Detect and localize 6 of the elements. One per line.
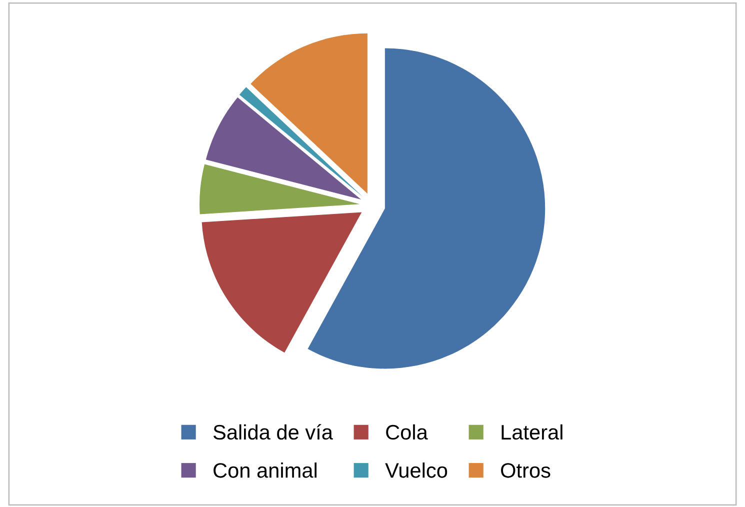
legend-label: Cola bbox=[386, 424, 428, 440]
legend-label: Lateral bbox=[502, 424, 562, 440]
legend-label: Vuelco bbox=[385, 462, 448, 478]
legend-label: Otros bbox=[501, 463, 550, 478]
legend-label: Salida de vía bbox=[213, 424, 333, 440]
legend-label: Con animal bbox=[214, 462, 316, 478]
